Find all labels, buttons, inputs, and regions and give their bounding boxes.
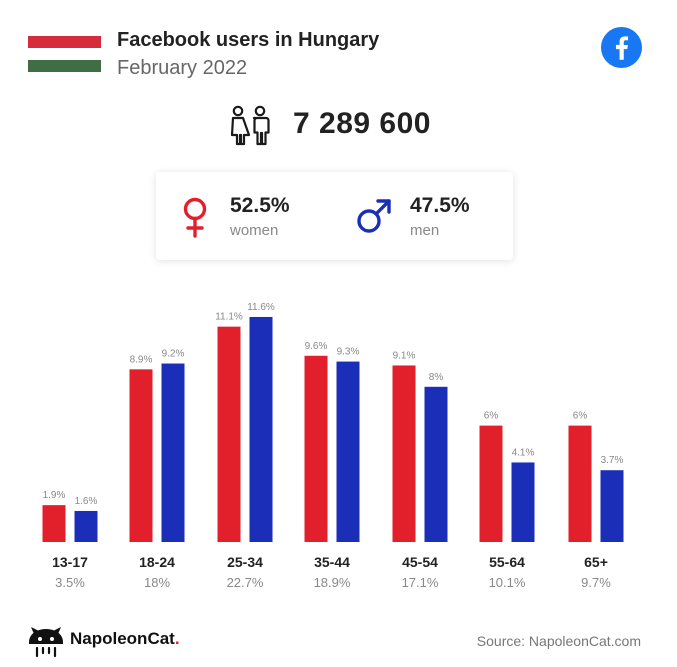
bar-men-18-24: [161, 363, 185, 542]
total-users: 7 289 600: [293, 107, 431, 140]
bar-men-45-54: [424, 386, 448, 542]
category-label-18-24: 18-24: [139, 554, 175, 570]
category-label-55-64: 55-64: [489, 554, 525, 570]
napoleoncat-logo-icon: [29, 627, 63, 658]
bar-label-women-13-17: 1.9%: [43, 490, 66, 501]
chart-bars: 1.9% 1.6% 8.9% 9.2% 11.1% 11.6% 9.6% 9.3% 9.1% 8%…: [42, 302, 624, 542]
bar-men-65+: [600, 470, 624, 542]
brand-text: NapoleonCat: [70, 629, 175, 648]
category-total-18-24: 18%: [144, 575, 170, 590]
bar-label-women-35-44: 9.6%: [305, 341, 328, 352]
women-percentage: 52.5%: [230, 194, 290, 217]
bar-men-13-17: [74, 510, 98, 542]
flag-red-stripe: [28, 36, 101, 48]
bar-women-45-54: [392, 365, 416, 542]
bar-label-men-13-17: 1.6%: [75, 496, 98, 507]
flag-white-stripe: [28, 48, 101, 60]
category-total-35-44: 18.9%: [314, 575, 351, 590]
male-symbol-icon: [357, 199, 391, 233]
people-icon: [230, 105, 270, 146]
category-label-13-17: 13-17: [52, 554, 88, 570]
category-label-65+: 65+: [584, 554, 608, 570]
chart-categories: 13-17 3.5% 18-24 18% 25-34 22.7% 35-44 18.9% 45-…: [52, 554, 611, 590]
category-label-35-44: 35-44: [314, 554, 350, 570]
men-percentage: 47.5%: [410, 194, 470, 217]
bar-men-55-64: [511, 462, 535, 542]
bar-label-men-65+: 3.7%: [601, 455, 624, 466]
source-note: Source: NapoleonCat.com: [476, 633, 641, 649]
bar-women-18-24: [129, 369, 153, 542]
flag-green-stripe: [28, 60, 101, 72]
bar-label-women-25-34: 11.1%: [215, 312, 243, 323]
facebook-icon[interactable]: [601, 27, 642, 68]
category-total-25-34: 22.7%: [227, 575, 264, 590]
hungary-flag: [28, 36, 101, 72]
bar-label-women-45-54: 9.1%: [393, 350, 416, 361]
bar-label-men-35-44: 9.3%: [337, 347, 360, 358]
category-total-45-54: 17.1%: [402, 575, 439, 590]
bar-label-women-55-64: 6%: [484, 411, 499, 422]
women-label: women: [230, 222, 279, 239]
bar-women-13-17: [42, 505, 66, 542]
category-label-25-34: 25-34: [227, 554, 263, 570]
page-title: Facebook users in Hungary: [117, 29, 380, 51]
bar-label-men-18-24: 9.2%: [162, 349, 185, 360]
category-total-65+: 9.7%: [581, 575, 611, 590]
bar-label-men-45-54: 8%: [429, 372, 444, 383]
category-total-13-17: 3.5%: [55, 575, 85, 590]
age-gender-bar-chart: 1.9% 1.6% 8.9% 9.2% 11.1% 11.6% 9.6% 9.3% 9.1% 8%…: [42, 302, 624, 590]
bar-label-women-65+: 6%: [573, 411, 588, 422]
bar-women-65+: [568, 425, 592, 542]
men-label: men: [410, 222, 440, 239]
female-symbol-icon: [183, 197, 207, 238]
brand-name: NapoleonCat.: [70, 629, 180, 649]
category-total-55-64: 10.1%: [489, 575, 526, 590]
category-label-45-54: 45-54: [402, 554, 438, 570]
page-subtitle: February 2022: [117, 57, 248, 79]
bar-label-women-18-24: 8.9%: [130, 354, 153, 365]
bar-label-men-55-64: 4.1%: [512, 447, 535, 458]
bar-men-35-44: [336, 361, 360, 542]
bar-label-men-25-34: 11.6%: [247, 302, 275, 313]
bar-men-25-34: [249, 316, 273, 542]
bar-women-35-44: [304, 355, 328, 542]
bar-women-55-64: [479, 425, 503, 542]
bar-women-25-34: [217, 326, 241, 542]
gender-card: 52.5% women 47.5% men: [156, 172, 513, 260]
brand-dot: .: [174, 629, 180, 648]
